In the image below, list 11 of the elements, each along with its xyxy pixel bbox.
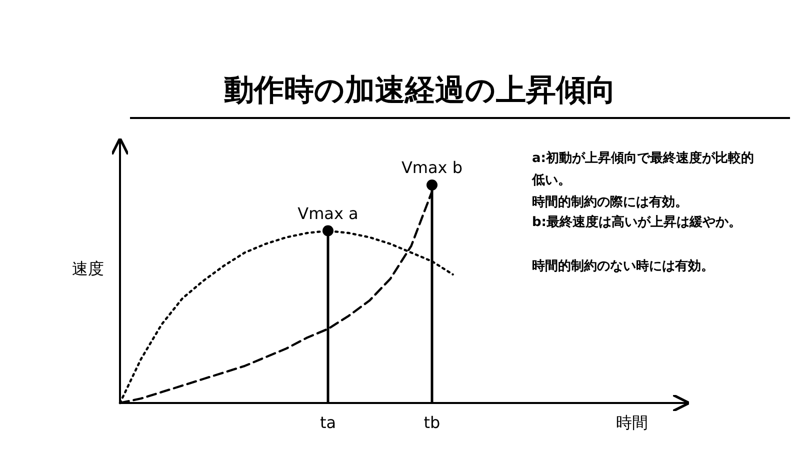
x-axis-title: 時間: [616, 413, 648, 432]
x-tick-label: tb: [424, 413, 440, 432]
annotation: Vmax a: [298, 204, 358, 223]
annotation: b:最終速度は高いが上昇は緩やか。: [532, 214, 743, 232]
y-axis-title: 速度: [72, 259, 104, 278]
annotation: 時間的制約のない時には有効。: [532, 258, 715, 276]
annotation: a:初動が上昇傾向で最終速度が比較的低い。: [532, 150, 755, 190]
annotation: Vmax b: [401, 158, 463, 177]
annotation: 時間的制約の際には有効。: [532, 194, 689, 212]
x-tick-label: ta: [320, 413, 336, 432]
chart-title: 動作時の加速経過の上昇傾向: [224, 73, 616, 108]
